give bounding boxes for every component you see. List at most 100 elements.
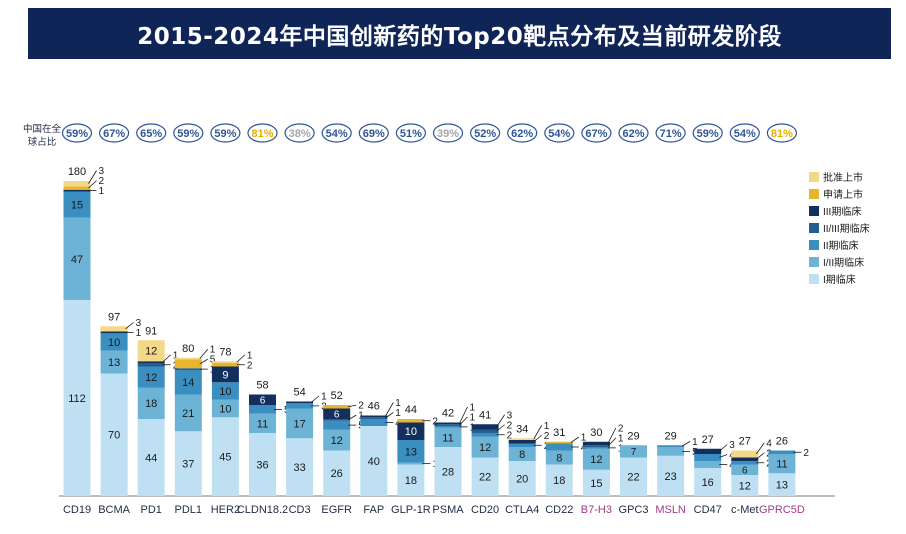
share-label-8: 54% (326, 128, 348, 140)
bar-total-label: 46 (368, 401, 380, 413)
small-value-leader (459, 406, 468, 424)
category-label: GLP-1R (391, 504, 431, 516)
segment-value: 10 (219, 403, 231, 415)
bar-segment (582, 445, 610, 447)
small-value-leader (570, 436, 580, 443)
bar-total-label: 97 (108, 311, 120, 323)
share-ellipse-8 (321, 123, 352, 143)
bar-segment (397, 422, 425, 440)
share-ellipse-3 (136, 123, 167, 143)
bar-segment (137, 419, 165, 496)
bar-segment (249, 405, 276, 414)
segment-value: 13 (108, 357, 120, 369)
segment-value: 36 (256, 459, 268, 471)
segment-value: 16 (702, 477, 714, 489)
share-ellipse-19 (729, 123, 760, 143)
segment-value: 10 (405, 426, 417, 438)
segment-value: 22 (479, 472, 491, 484)
bar-segment (694, 468, 722, 496)
bar-segment (657, 455, 685, 496)
legend-swatch (809, 257, 819, 267)
bar-total-label: 78 (219, 346, 231, 358)
category-label: FAP (363, 504, 384, 516)
bar-total-label: 34 (516, 423, 528, 435)
share-label-13: 62% (511, 128, 533, 140)
segment-value: 10 (219, 386, 231, 398)
small-value-leader (199, 348, 209, 359)
segment-value: 8 (519, 449, 525, 461)
bar-segment (545, 450, 573, 465)
legend-swatch (809, 206, 819, 216)
share-ellipse-13 (507, 123, 538, 143)
bar-segment (174, 394, 202, 432)
bar-segment (174, 370, 202, 395)
small-value-leader (607, 427, 617, 444)
small-value-leader (88, 170, 97, 184)
segment-value: 10 (108, 337, 120, 349)
segment-value-small: 1 (395, 408, 401, 419)
bar-segment (249, 394, 276, 405)
category-label: CD47 (694, 504, 722, 516)
segment-value-small: 1 (581, 433, 587, 444)
segment-value: 13 (776, 480, 788, 492)
segment-value-small: 1 (470, 412, 476, 423)
bar-segment (360, 426, 388, 496)
legend-label: 批准上市 (823, 171, 863, 184)
segment-value: 28 (442, 466, 454, 478)
share-ellipse-9 (358, 123, 389, 143)
bar-segment (397, 464, 425, 496)
bar-segment (508, 461, 536, 496)
bar-total-label: 30 (590, 427, 602, 439)
bar-segment (286, 408, 314, 439)
bar-segment (63, 217, 91, 300)
segment-value: 12 (590, 454, 602, 466)
share-label-6: 81% (251, 128, 273, 140)
bar-segment (545, 464, 573, 496)
segment-value: 17 (293, 418, 305, 430)
category-label: c-Met (731, 504, 759, 516)
legend-swatch (809, 274, 819, 284)
bar-total-label: 41 (479, 409, 491, 421)
share-ellipse-2 (98, 123, 130, 143)
bar-segment (471, 436, 499, 458)
bar-segment (397, 419, 425, 423)
segment-value: 12 (145, 372, 157, 384)
bar-segment (694, 448, 722, 454)
share-label-1: 59% (66, 128, 88, 140)
segment-value: 20 (516, 473, 528, 485)
segment-value-small: 2 (432, 416, 438, 427)
share-label-line1: 中国在全 (23, 123, 62, 135)
share-ellipse-11 (432, 123, 464, 143)
stacked-bar-chart: 中国在全 球占比 59%1124715123180CD1967%70131013… (23, 123, 870, 516)
legend-swatch (809, 189, 819, 199)
bar-segment (508, 447, 536, 461)
legend-label: III期临床 (823, 205, 861, 218)
segment-value-small: 1 (173, 350, 179, 361)
bar-total-label: 58 (256, 380, 268, 392)
bar-segment (360, 417, 388, 419)
bar-segment (508, 443, 536, 447)
segment-value: 44 (145, 452, 157, 464)
share-label-line2: 球占比 (28, 136, 57, 148)
bar-segment (471, 424, 499, 430)
segment-value: 6 (260, 395, 266, 406)
share-ellipse-18 (692, 123, 723, 143)
bar-total-label: 27 (739, 436, 751, 448)
small-value-leader (236, 354, 246, 363)
share-label-7: 38% (289, 128, 311, 140)
bar-segment (768, 473, 796, 496)
bar-segment (731, 461, 759, 465)
bar-segment (731, 464, 759, 475)
share-ellipse-16 (618, 123, 649, 143)
segment-value: 12 (479, 442, 491, 454)
category-label: GPC3 (619, 504, 649, 516)
bar-segment (657, 447, 685, 456)
category-label: CLDN18.2 (237, 504, 288, 516)
segment-value: 18 (145, 398, 157, 410)
legend-swatch (809, 240, 819, 250)
bar-segment (211, 361, 239, 363)
bar-segment (323, 419, 351, 421)
share-label-12: 52% (474, 128, 496, 140)
segment-value: 15 (590, 478, 602, 490)
category-label: BCMA (98, 504, 130, 516)
